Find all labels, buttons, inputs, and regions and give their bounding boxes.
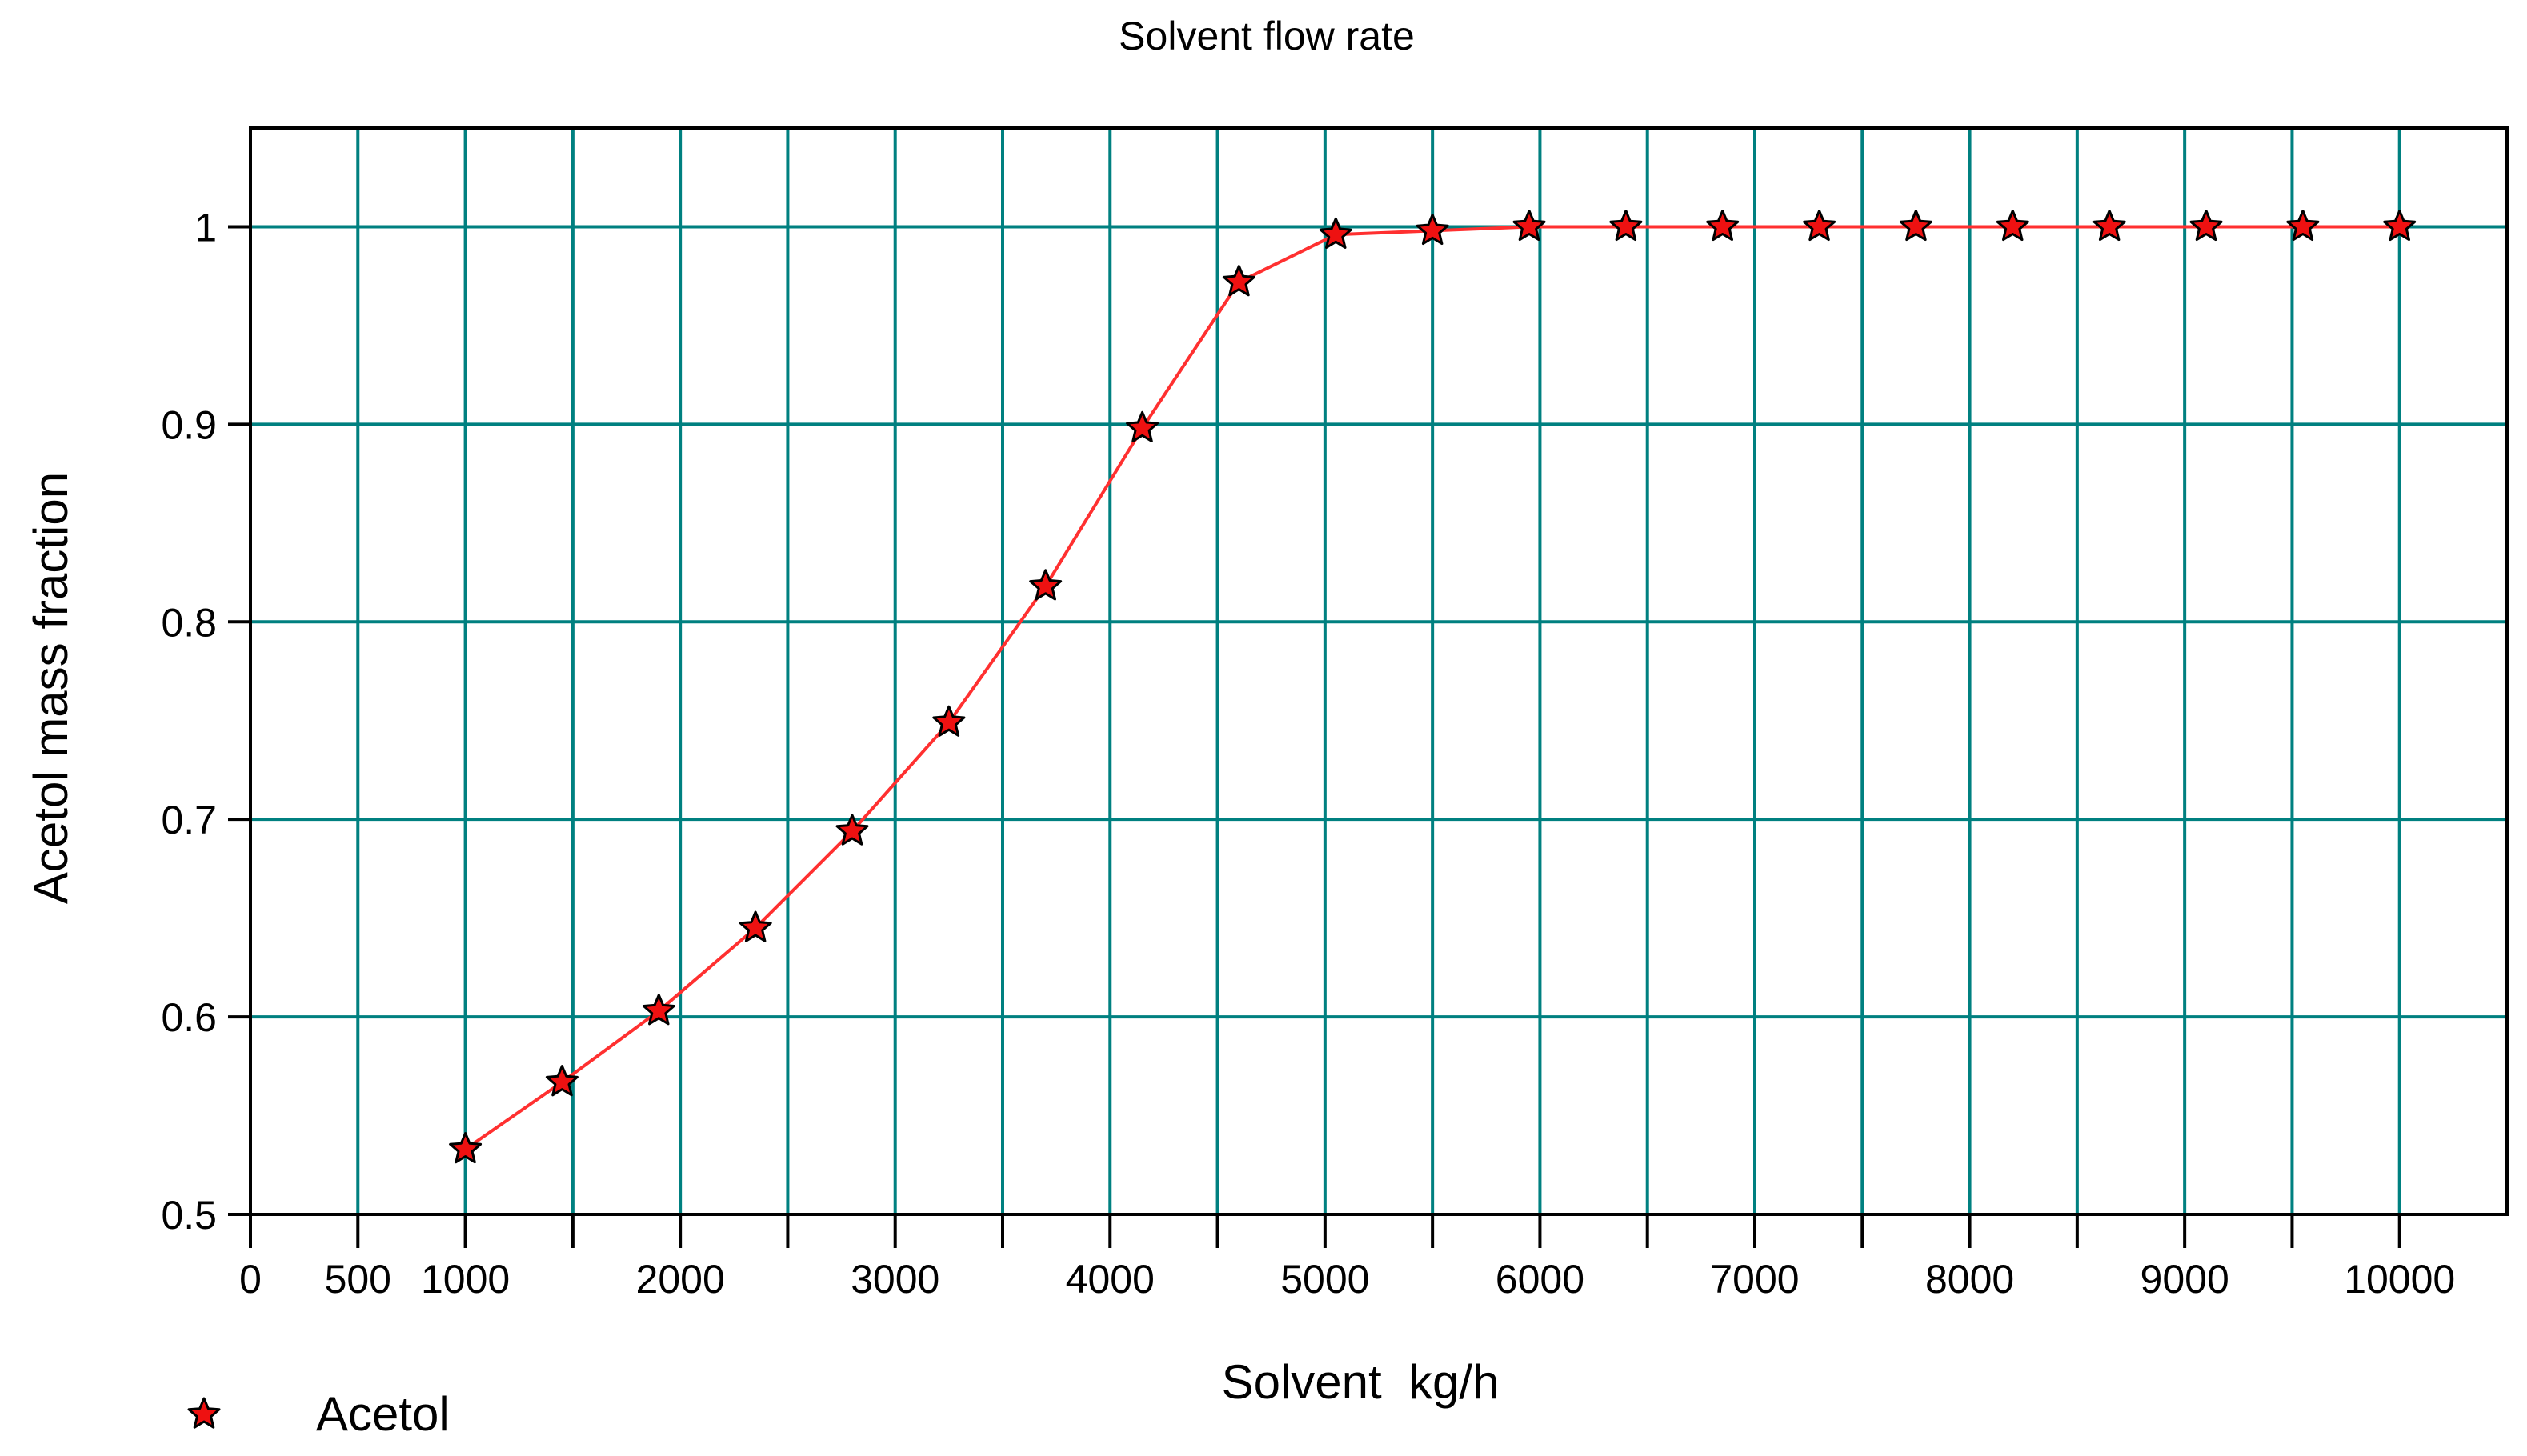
data-point: [1319, 217, 1352, 249]
x-axis-title: Solvent kg/h: [1222, 1355, 1500, 1409]
plot-frame: [249, 126, 2509, 1216]
data-point: [1609, 210, 1643, 242]
data-point: [1996, 210, 2029, 242]
x-tick-label: 8000: [1925, 1257, 2014, 1302]
data-point: [1706, 210, 1740, 242]
grid: [250, 128, 2507, 1214]
x-tick-label: 1000: [421, 1257, 510, 1302]
data-point: [1126, 410, 1159, 442]
y-axis: 0.5 0.6 0.7 0.8 0.9 1: [161, 205, 250, 1238]
series-acetol: [449, 210, 2417, 1164]
data-point: [739, 910, 772, 942]
y-tick-label: 0.8: [161, 600, 217, 645]
x-axis: 0 500 1000 2000 3000 4000 5000 6000 7000 8000 9000…: [239, 1214, 2455, 1302]
data-point: [1416, 213, 1449, 246]
data-point: [2092, 210, 2126, 242]
data-point: [932, 705, 966, 737]
x-tick-label: 2000: [636, 1257, 725, 1302]
legend-marker: [187, 1397, 221, 1429]
chart-title: Solvent flow rate: [1119, 14, 1415, 58]
data-point: [449, 1132, 483, 1164]
data-point: [2286, 210, 2320, 242]
data-point: [1222, 265, 1255, 297]
data-point: [642, 994, 675, 1026]
legend: Acetol: [187, 1387, 450, 1441]
data-point: [2383, 210, 2417, 242]
x-tick-label: 3000: [851, 1257, 939, 1302]
x-tick-label: 500: [325, 1257, 391, 1302]
x-tick-label: 10000: [2344, 1257, 2455, 1302]
x-tick-label: 5000: [1280, 1257, 1369, 1302]
data-point: [1803, 210, 1836, 242]
y-tick-label: 1: [194, 205, 217, 250]
x-tick-label: 9000: [2141, 1257, 2229, 1302]
data-point: [1512, 210, 1546, 242]
y-axis-title: Acetol mass fraction: [24, 472, 78, 904]
x-tick-label: 6000: [1496, 1257, 1584, 1302]
y-tick-label: 0.9: [161, 402, 217, 447]
data-point: [1029, 569, 1063, 601]
x-tick-label: 4000: [1066, 1257, 1155, 1302]
x-tick-label: 7000: [1710, 1257, 1799, 1302]
y-tick-label: 0.6: [161, 995, 217, 1040]
legend-label-acetol: Acetol: [316, 1387, 450, 1441]
y-tick-label: 0.5: [161, 1193, 217, 1238]
data-point: [1899, 210, 1932, 242]
data-point: [835, 814, 869, 846]
x-tick-label: 0: [239, 1257, 262, 1302]
data-point: [545, 1065, 579, 1097]
data-point: [2189, 210, 2223, 242]
y-tick-label: 0.7: [161, 798, 217, 842]
legend-star-icon: [187, 1397, 221, 1429]
